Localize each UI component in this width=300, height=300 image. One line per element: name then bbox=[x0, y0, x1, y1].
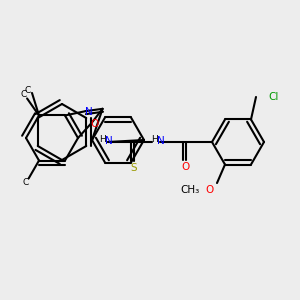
Text: C: C bbox=[22, 178, 29, 187]
Text: Cl: Cl bbox=[268, 92, 278, 102]
Text: C: C bbox=[25, 86, 31, 95]
Text: O: O bbox=[206, 185, 214, 195]
Text: S: S bbox=[131, 164, 137, 173]
Text: C: C bbox=[21, 90, 27, 99]
Text: CH₃: CH₃ bbox=[181, 185, 200, 195]
Text: N: N bbox=[85, 107, 92, 117]
Text: O: O bbox=[182, 162, 190, 172]
Text: O: O bbox=[90, 119, 98, 129]
Text: N: N bbox=[157, 136, 165, 146]
Text: N: N bbox=[105, 136, 113, 146]
Text: H: H bbox=[100, 134, 106, 143]
Text: H: H bbox=[152, 134, 158, 143]
